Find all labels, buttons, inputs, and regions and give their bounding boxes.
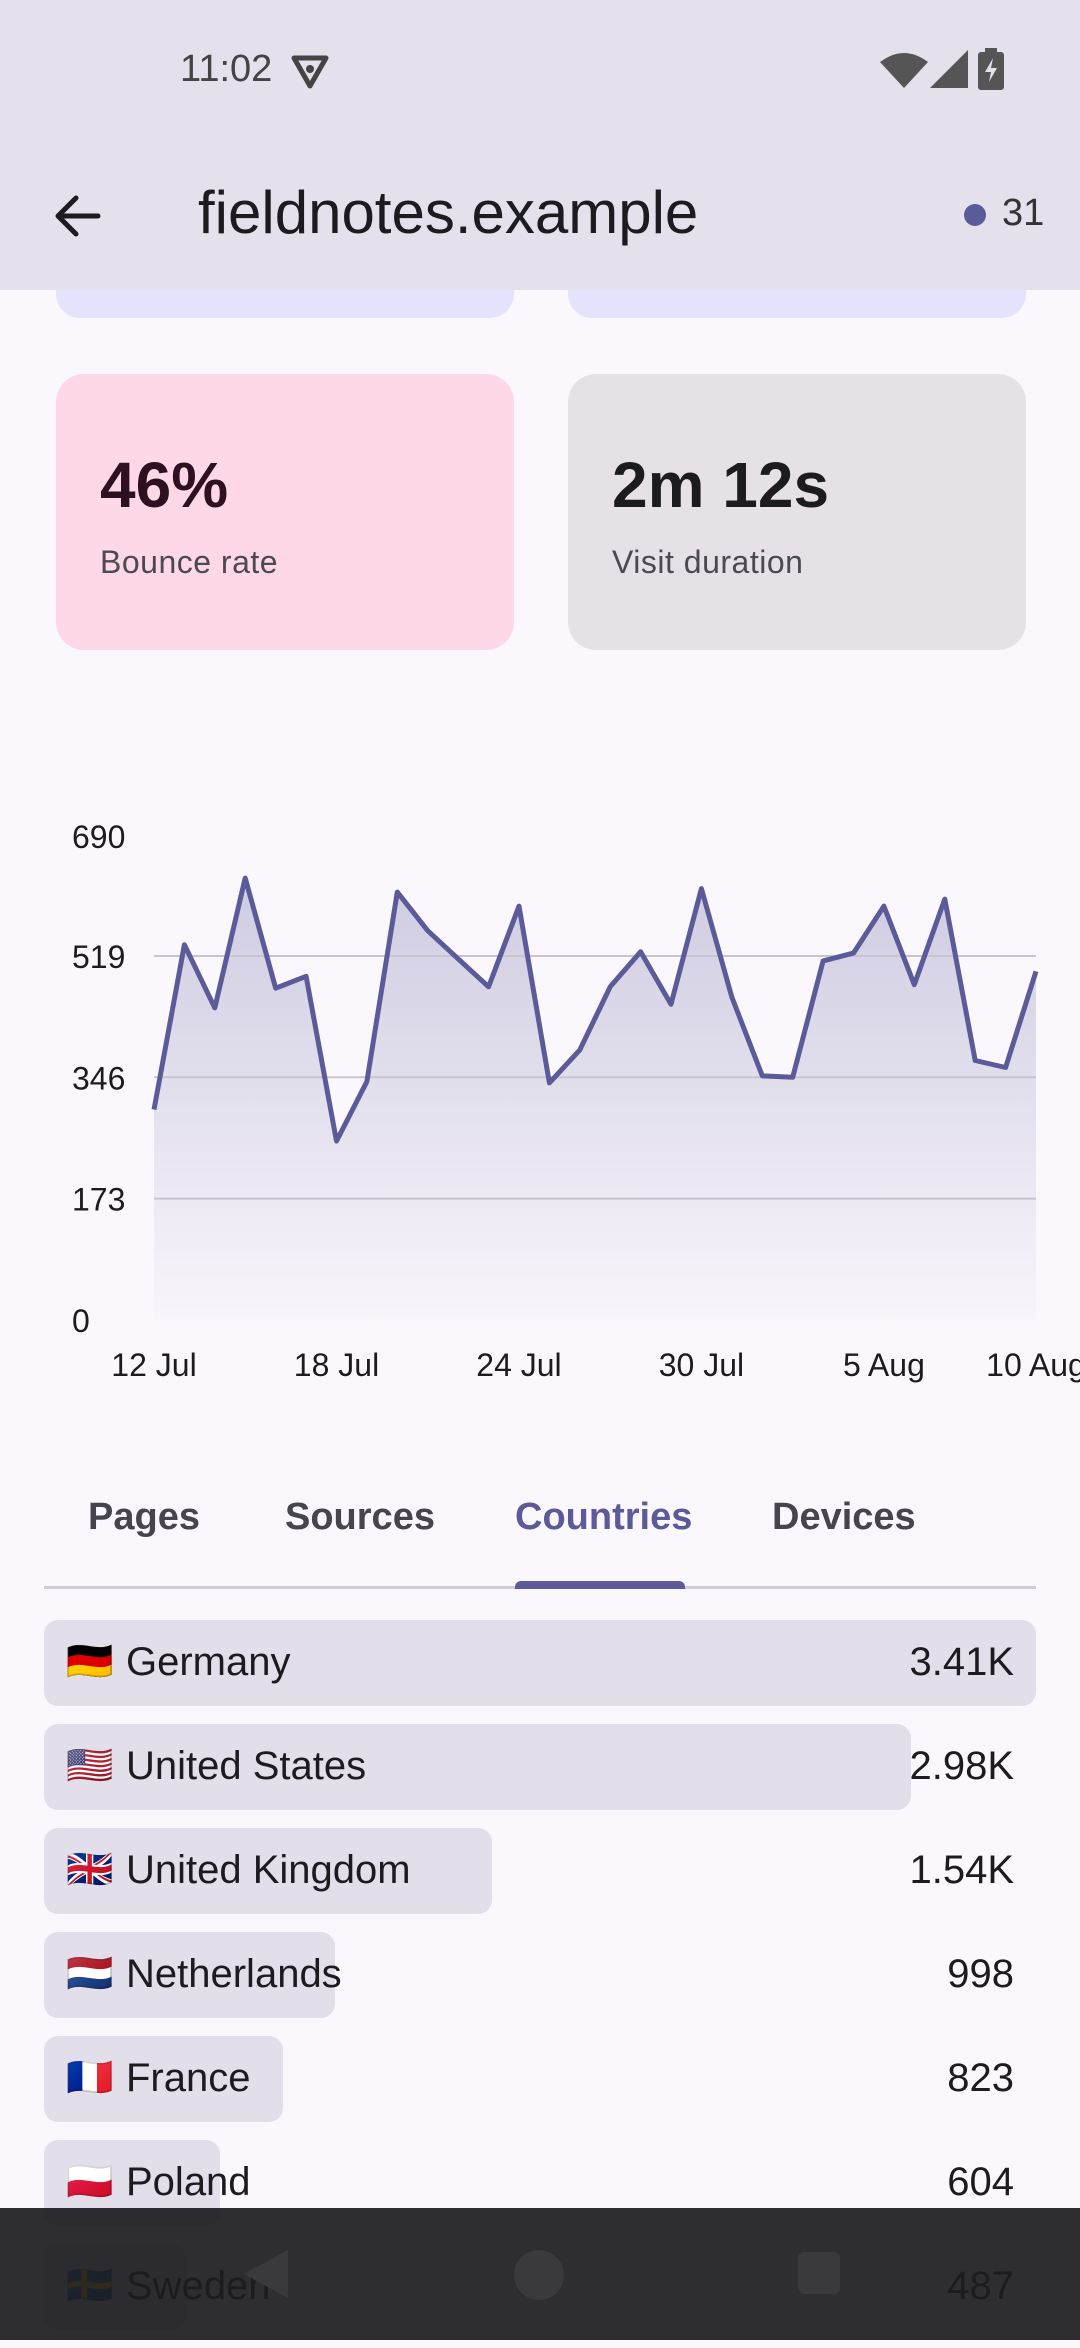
- country-row[interactable]: 🇬🇧 United Kingdom 1.54K: [44, 1828, 1036, 1932]
- chart-x-tick-label: 5 Aug: [843, 1347, 925, 1383]
- live-indicator-dot: [964, 204, 986, 226]
- visit-duration-value: 2m 12s: [612, 449, 830, 521]
- chart-x-tick-label: 10 Aug: [986, 1347, 1080, 1383]
- nav-home-icon[interactable]: [514, 2250, 564, 2300]
- country-row[interactable]: 🇫🇷 France 823: [44, 2036, 1036, 2140]
- vpn-key-icon: [291, 55, 329, 89]
- nav-recents-icon[interactable]: [798, 2252, 840, 2294]
- country-name: United States: [126, 1744, 367, 1788]
- country-name: France: [126, 2056, 251, 2100]
- visit-duration-card: 2m 12s Visit duration: [568, 374, 1026, 650]
- chart-x-tick-label: 30 Jul: [659, 1347, 744, 1383]
- bounce-rate-card: 46% Bounce rate: [56, 374, 514, 650]
- visit-duration-label: Visit duration: [612, 544, 804, 580]
- country-name: Germany: [126, 1640, 291, 1684]
- active-tab-indicator: [515, 1581, 685, 1589]
- chart-y-tick-label: 346: [72, 1060, 125, 1096]
- status-bar: 11:02: [0, 0, 1080, 140]
- chart-x-tick-label: 24 Jul: [476, 1347, 561, 1383]
- tab-devices[interactable]: Devices: [772, 1496, 916, 1538]
- country-visitors: 2.98K: [909, 1744, 1014, 1788]
- back-arrow-icon[interactable]: [50, 188, 106, 244]
- battery-charging-icon: [978, 48, 1004, 90]
- country-row[interactable]: 🇩🇪 Germany 3.41K: [44, 1620, 1036, 1724]
- chart-y-tick-label: 519: [72, 939, 125, 975]
- country-visitors: 823: [947, 2056, 1014, 2100]
- country-flag-icon: 🇺🇸: [66, 1745, 114, 1787]
- country-flag-icon: 🇩🇪: [66, 1641, 114, 1683]
- tab-sources[interactable]: Sources: [285, 1496, 435, 1538]
- chart-y-tick-label: 690: [72, 819, 125, 855]
- country-visitors: 998: [947, 1952, 1014, 1996]
- country-share-bar: [44, 1724, 911, 1810]
- site-title: fieldnotes.example: [198, 179, 699, 246]
- country-visitors: 3.41K: [909, 1640, 1014, 1684]
- country-flag-icon: 🇫🇷: [66, 2057, 114, 2099]
- country-name: United Kingdom: [126, 1848, 411, 1892]
- country-share-bar: [44, 1932, 335, 2018]
- breakdown-tabs: Pages Sources Countries Devices: [44, 1470, 1036, 1589]
- wifi-icon: [880, 53, 928, 88]
- country-list: 🇩🇪 Germany 3.41K 🇺🇸 United States 2.98K 🇬🇧 Unit…: [44, 1620, 1036, 2348]
- app-bar: fieldnotes.example 31: [0, 140, 1080, 290]
- country-visitors: 1.54K: [909, 1848, 1014, 1892]
- bounce-rate-value: 46%: [100, 449, 229, 521]
- visitors-area-fill: [154, 878, 1036, 1320]
- chart-y-tick-label: 0: [72, 1303, 90, 1339]
- tab-countries[interactable]: Countries: [515, 1496, 693, 1538]
- bounce-rate-label: Bounce rate: [100, 544, 279, 580]
- stat-card-remnant: [568, 290, 1026, 318]
- country-share-bar: [44, 1828, 492, 1914]
- country-share-bar: [44, 1620, 1036, 1706]
- nav-back-icon[interactable]: [240, 2246, 292, 2302]
- country-visitors: 604: [947, 2160, 1014, 2204]
- chart-y-tick-label: 173: [72, 1182, 125, 1218]
- country-row[interactable]: 🇺🇸 United States 2.98K: [44, 1724, 1036, 1828]
- visitors-area-chart: 0 173 346 519 690 12 Jul 18 Jul 24 Jul 30 Jul 5 A…: [72, 819, 1080, 1383]
- cell-signal-icon: [930, 50, 968, 88]
- tab-pages[interactable]: Pages: [88, 1496, 200, 1538]
- status-time: 11:02: [180, 48, 273, 90]
- country-share-bar: [44, 2036, 283, 2122]
- country-flag-icon: 🇵🇱: [66, 2161, 114, 2203]
- country-flag-icon: 🇳🇱: [66, 1953, 114, 1995]
- stat-card-remnant: [56, 290, 514, 318]
- chart-x-tick-label: 12 Jul: [111, 1347, 196, 1383]
- system-nav-bar: [0, 2208, 1080, 2340]
- country-row[interactable]: 🇳🇱 Netherlands 998: [44, 1932, 1036, 2036]
- visitors-series-line: [151, 875, 1039, 1144]
- country-name: Poland: [126, 2160, 251, 2204]
- country-flag-icon: 🇬🇧: [66, 1849, 114, 1891]
- country-name: Netherlands: [126, 1952, 342, 1996]
- live-visitors-count: 31: [1002, 192, 1045, 234]
- chart-x-tick-label: 18 Jul: [294, 1347, 379, 1383]
